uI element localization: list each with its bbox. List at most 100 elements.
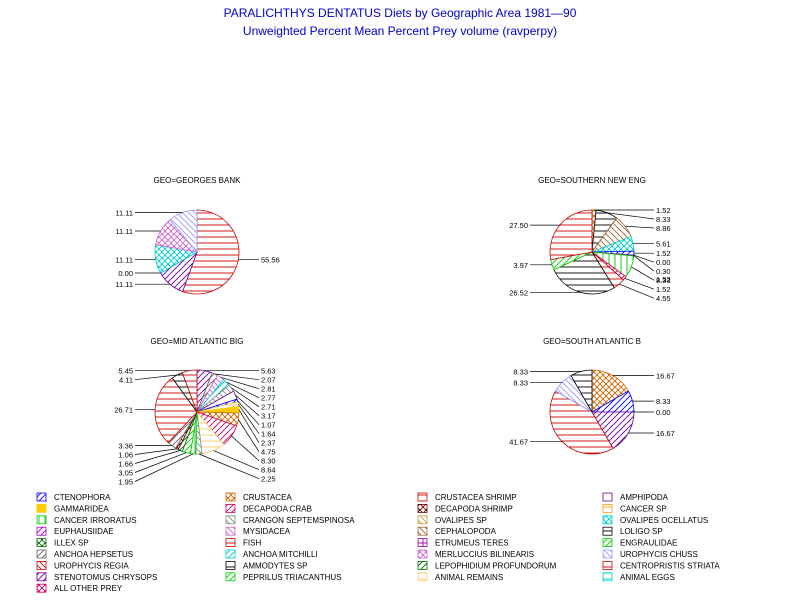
- legend-swatch: [602, 492, 613, 502]
- pie-value-label: 2.37: [261, 439, 276, 448]
- legend-item-decapoda-crab: DECAPODA CRAB: [225, 503, 312, 513]
- pie-value-label: 16.67: [656, 372, 675, 381]
- pie-panel-4: GEO=SOUTH ATLANTIC B 16.67 8.33 0.00 16.67 8.…: [509, 337, 675, 455]
- pie-value-label: 11.11: [115, 227, 133, 236]
- pie-leader-line: [625, 225, 655, 229]
- legend-swatch: [36, 572, 47, 582]
- pie-value-label: 1.52: [656, 285, 671, 294]
- chart-title: PARALICHTHYS DENTATUS Diets by Geographi…: [224, 6, 577, 20]
- legend-swatch: [417, 503, 428, 513]
- pie-value-label: 2.77: [261, 394, 276, 403]
- legend-swatch: [36, 538, 47, 547]
- legend-item-ovalipes-sp: OVALIPES SP: [417, 515, 487, 525]
- legend-swatch: [417, 572, 428, 582]
- legend-label: STENOTOMUS CHRYSOPS: [54, 573, 157, 582]
- legend-label: CTENOPHORA: [54, 493, 111, 502]
- legend-item-cancer-irroratus: CANCER IRRORATUS: [36, 515, 137, 525]
- legend-item-animal-eggs: ANIMAL EGGS: [602, 572, 675, 582]
- legend-label: PEPRILUS TRIACANTHUS: [243, 573, 342, 582]
- legend-item-animal-remains: ANIMAL REMAINS: [417, 572, 503, 582]
- legend-swatch: [36, 526, 47, 536]
- pie-value-label: 3.36: [118, 442, 133, 451]
- legend-swatch: [602, 515, 613, 525]
- legend-swatch: [225, 538, 236, 547]
- legend-label: CRUSTACEA: [243, 493, 292, 502]
- legend-swatch: [36, 561, 47, 570]
- legend-item-centropristis-striata: CENTROPRISTIS STRIATA: [602, 561, 720, 570]
- legend-label: CANCER IRRORATUS: [54, 516, 137, 525]
- pie-leader-line: [214, 373, 260, 381]
- pie-value-label: 1.06: [118, 451, 133, 460]
- legend-label: OVALIPES OCELLATUS: [620, 516, 708, 525]
- legend-swatch: [602, 549, 613, 559]
- pie-leader-line: [134, 452, 187, 473]
- pie-value-label: 3.17: [261, 412, 276, 421]
- legend-label: CRANGON SEPTEMSPINOSA: [243, 516, 355, 525]
- legend-label: ANIMAL EGGS: [620, 573, 675, 582]
- legend-label: UROPHYCIS CHUSS: [620, 550, 698, 559]
- legend-item-illex-sp: ILLEX SP: [36, 538, 89, 548]
- legend-label: LEPOPHIDIUM PROFUNDORUM: [435, 561, 557, 570]
- pie-leader-line: [134, 374, 178, 381]
- pie-value-label: 11.11: [115, 280, 133, 289]
- legend-item-cephalopoda: CEPHALOPODA: [417, 526, 497, 536]
- pie-slice-ammodytes-sp: [570, 369, 593, 414]
- legend-swatch: [417, 538, 428, 547]
- pie-value-label: 8.64: [261, 466, 276, 475]
- pie-leader-line: [226, 381, 260, 399]
- pie-leader-line: [633, 254, 655, 263]
- pie-title: GEO=SOUTH ATLANTIC B: [543, 337, 641, 346]
- pie-leader-line: [238, 403, 260, 434]
- legend-swatch: [225, 503, 236, 513]
- legend-item-urophycis-regia: UROPHYCIS REGIA: [36, 561, 129, 570]
- legend-swatch: [417, 549, 428, 559]
- legend-swatch: [36, 503, 47, 513]
- legend-swatch: [225, 561, 236, 570]
- legend-item-anchoa-mitchilli: ANCHOA MITCHILLI: [225, 549, 318, 559]
- pie-panels: GEO=GEORGES BANK 55.56 11.11 11.11 11.11 0.00…: [114, 176, 675, 487]
- pie-value-label: 1.07: [261, 421, 276, 430]
- pie-value-label: 3.05: [118, 469, 133, 478]
- pie-panel-2: GEO=SOUTHERN NEW ENG1.528.338.865.611.52…: [509, 176, 670, 303]
- legend-label: ANCHOA HEPSETUS: [54, 550, 133, 559]
- pie-value-label: 5.45: [118, 367, 133, 376]
- pie-leader-line: [235, 394, 260, 416]
- legend-label: CEPHALOPODA: [435, 527, 497, 536]
- legend-label: ANCHOA MITCHILLI: [243, 550, 318, 559]
- pie-value-label: 1.64: [261, 430, 276, 439]
- legend-swatch: [36, 492, 47, 502]
- pie-leader-line: [237, 400, 260, 425]
- pie-panel-3: GEO=MID ATLANTIC BIG 5.632.072.812.772.71…: [114, 337, 275, 487]
- legend-item-gammaridea: GAMMARIDEA: [36, 503, 109, 513]
- pie-value-label: 0.30: [656, 267, 671, 276]
- legend-label: ETRUMEUS TERES: [435, 539, 509, 548]
- pie-slice-crustacea-shrimp: [181, 369, 198, 413]
- pie-slice-fish: [182, 209, 240, 295]
- legend-swatch: [417, 526, 428, 536]
- legend-swatch: [225, 549, 236, 559]
- legend-label: MYSIDACEA: [243, 527, 291, 536]
- pie-leader-line: [238, 419, 260, 452]
- legend-item-crangon-septemspinosa: CRANGON SEPTEMSPINOSA: [225, 515, 355, 525]
- pie-slice-urophycis-chuss: [169, 209, 198, 254]
- pie-value-label: 41.67: [509, 438, 528, 447]
- legend-label: OVALIPES SP: [435, 516, 487, 525]
- pie-leader-line: [238, 409, 260, 443]
- pie-value-label: 26.52: [509, 288, 528, 297]
- pie-value-label: 11.11: [115, 255, 133, 264]
- pie-leader-line: [213, 450, 260, 471]
- pie-leader-line: [134, 453, 194, 482]
- pie-slice-fish: [549, 390, 614, 455]
- legend-label: DECAPODA CRAB: [243, 504, 312, 513]
- legend-swatch: [36, 515, 47, 525]
- legend-swatch: [602, 503, 613, 513]
- legend-label: CRUSTACEA SHRIMP: [435, 493, 517, 502]
- legend-item-engraulidae: ENGRAULIDAE: [602, 538, 677, 548]
- pie-title: GEO=GEORGES BANK: [154, 176, 242, 185]
- legend-swatch: [417, 515, 428, 525]
- pie-value-label: 1.52: [656, 275, 671, 284]
- legend-item-crustacea-shrimp: CRUSTACEA SHRIMP: [417, 492, 517, 502]
- legend-item-etrumeus-teres: ETRUMEUS TERES: [417, 538, 509, 548]
- pie-leader-line: [198, 453, 260, 480]
